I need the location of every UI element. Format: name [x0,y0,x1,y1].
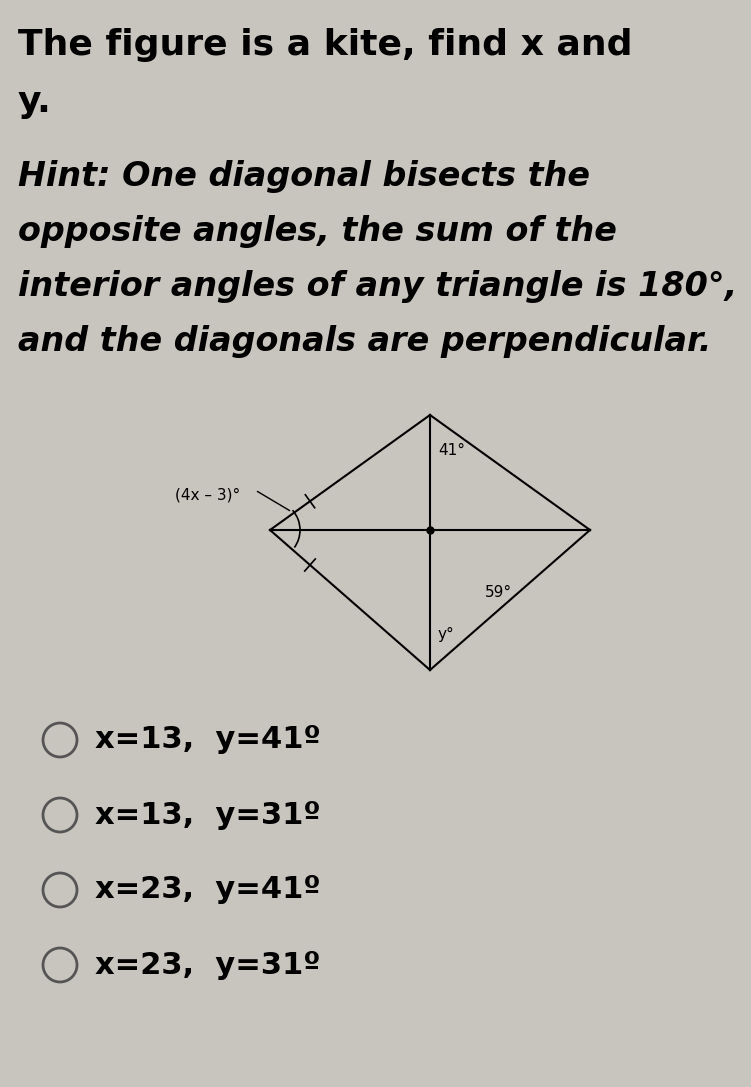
Text: x=13,  y=31º: x=13, y=31º [95,800,321,829]
Text: y°: y° [438,627,455,642]
Text: and the diagonals are perpendicular.: and the diagonals are perpendicular. [18,325,711,358]
Text: x=23,  y=41º: x=23, y=41º [95,875,321,904]
Text: 59°: 59° [485,585,512,600]
Text: Hint: One diagonal bisects the: Hint: One diagonal bisects the [18,160,590,193]
Text: interior angles of any triangle is 180°,: interior angles of any triangle is 180°, [18,270,737,303]
Text: y.: y. [18,85,52,118]
Text: x=23,  y=31º: x=23, y=31º [95,950,321,979]
Text: (4x – 3)°: (4x – 3)° [175,487,240,502]
Text: 41°: 41° [438,443,465,458]
Text: The figure is a kite, find x and: The figure is a kite, find x and [18,28,632,62]
Text: x=13,  y=41º: x=13, y=41º [95,725,321,754]
Text: opposite angles, the sum of the: opposite angles, the sum of the [18,215,617,248]
